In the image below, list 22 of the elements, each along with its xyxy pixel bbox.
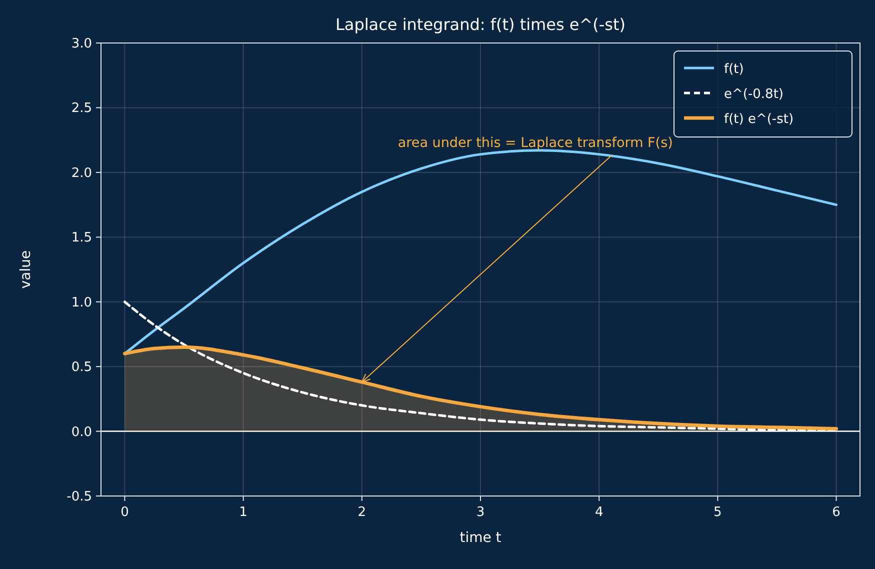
x-tick-label: 0	[120, 505, 129, 520]
annotation: area under this = Laplace transform F(s)	[398, 135, 673, 152]
x-tick-label: 2	[358, 505, 366, 520]
x-axis-title: time t	[460, 530, 502, 546]
chart-title: Laplace integrand: f(t) times e^(-st)	[335, 15, 626, 34]
legend-label: f(t)	[724, 62, 744, 77]
x-tick-label: 5	[714, 505, 722, 520]
y-tick-label: 3.0	[71, 36, 92, 52]
y-tick-label: 1.0	[71, 295, 92, 310]
y-tick-label: 2.5	[71, 101, 92, 116]
y-tick-label: 0.5	[71, 360, 92, 376]
x-tick-label: 3	[476, 505, 485, 520]
x-tick-label: 6	[832, 505, 840, 520]
x-tick-label: 1	[239, 505, 248, 520]
legend-label: f(t) e^(-st)	[724, 112, 794, 127]
y-tick-label: 0.0	[71, 424, 92, 440]
y-tick-label: 2.0	[71, 166, 92, 181]
x-tick-label: 4	[594, 505, 604, 520]
legend-label: e^(-0.8t)	[724, 87, 784, 102]
y-tick-label: -0.5	[66, 490, 92, 504]
y-axis-title: value	[18, 250, 34, 289]
y-tick-label: 1.5	[71, 230, 92, 246]
